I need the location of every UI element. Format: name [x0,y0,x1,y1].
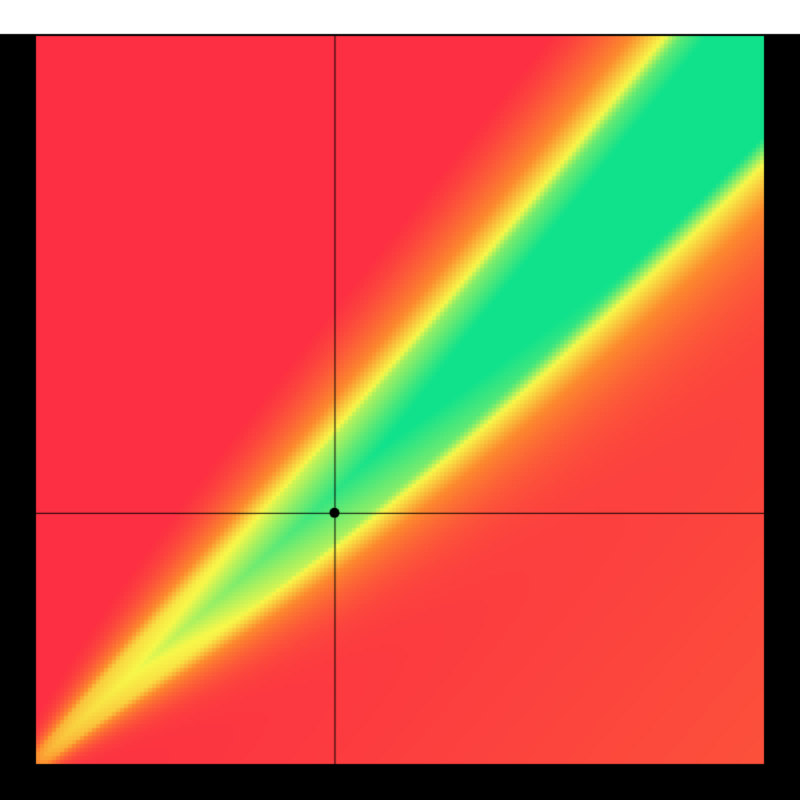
heatmap-canvas [0,0,800,800]
chart-container: TheBottleneck.com [0,0,800,800]
